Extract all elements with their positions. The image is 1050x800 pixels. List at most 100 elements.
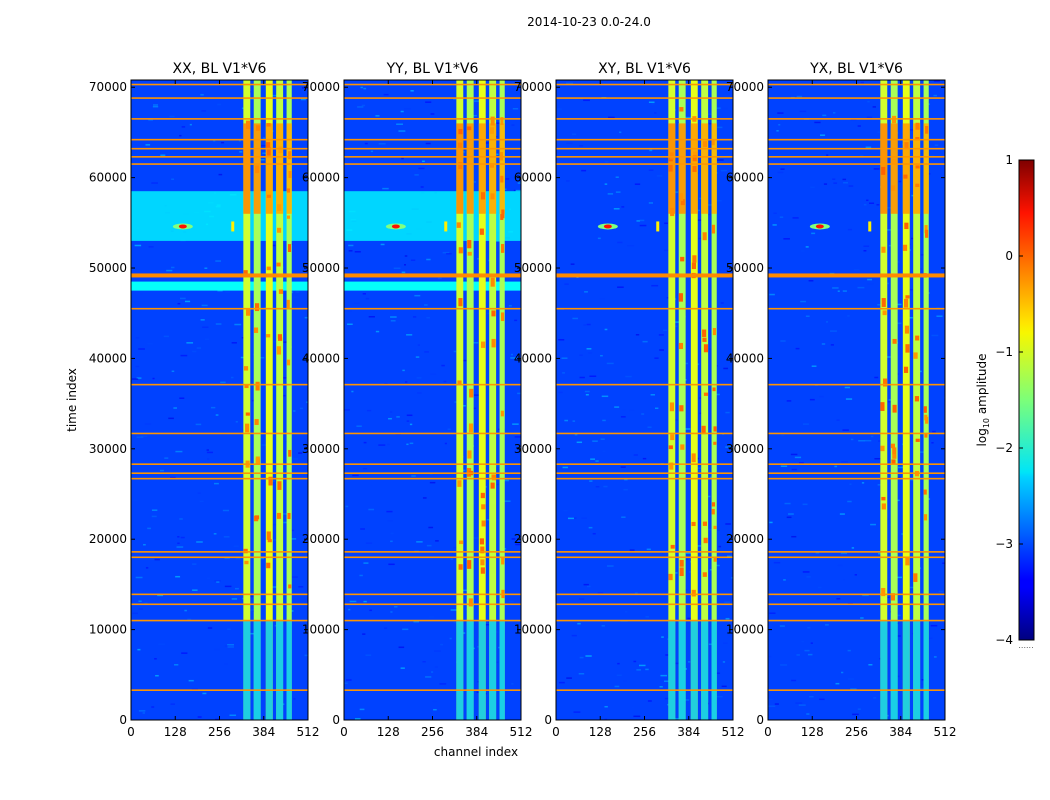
noise-speck (155, 674, 159, 677)
noise-speck (635, 334, 640, 336)
noise-speck (592, 440, 598, 442)
noise-speck (722, 661, 726, 663)
noise-speck (196, 541, 203, 543)
rfi-patch (711, 502, 716, 507)
noise-speck (163, 335, 169, 338)
rfi-patch (254, 515, 260, 520)
rfi-patch (457, 480, 462, 487)
rfi-time-line (131, 138, 308, 141)
rfi-band-high (890, 123, 898, 214)
noise-speck (375, 330, 380, 333)
noise-speck (661, 636, 664, 638)
noise-speck (202, 692, 207, 695)
noise-speck (830, 330, 837, 332)
rfi-patch (458, 162, 463, 170)
rfi-patch (669, 462, 674, 470)
rfi-patch (480, 567, 485, 574)
rfi-time-line (768, 689, 945, 691)
rfi-patch (467, 560, 472, 569)
rfi-patch (479, 538, 484, 545)
noise-speck (716, 159, 724, 161)
rfi-time-line (131, 551, 308, 553)
noise-speck (181, 126, 186, 128)
rfi-patch (713, 525, 717, 530)
noise-speck (473, 114, 477, 117)
noise-speck (514, 436, 521, 438)
noise-speck (852, 713, 859, 716)
noise-speck (440, 643, 443, 646)
rfi-patch (480, 559, 485, 566)
noise-speck (869, 226, 876, 228)
rfi-band (253, 80, 261, 720)
noise-speck (137, 648, 141, 651)
rfi-band-low (265, 620, 273, 720)
noise-speck (293, 698, 296, 700)
noise-speck (725, 446, 732, 448)
noise-speck (842, 178, 847, 181)
rfi-patch (277, 481, 282, 490)
rfi-band (923, 80, 929, 720)
noise-speck (148, 119, 153, 121)
noise-speck (147, 527, 151, 530)
noise-speck (585, 393, 589, 396)
noise-speck (404, 381, 408, 383)
noise-speck (811, 365, 817, 367)
rfi-band-high (489, 123, 497, 214)
noise-speck (250, 98, 255, 100)
noise-speck (858, 440, 866, 442)
y-tick-label: 10000 (89, 623, 127, 637)
rfi-patch (678, 293, 683, 302)
noise-speck (215, 414, 219, 416)
noise-speck (647, 700, 652, 702)
rfi-patch (268, 476, 273, 486)
rfi-patch (703, 537, 708, 544)
noise-speck (654, 407, 659, 410)
x-tick-label: 512 (510, 725, 533, 739)
noise-speck (302, 375, 308, 377)
rfi-time-line (556, 138, 733, 141)
noise-speck (151, 706, 155, 708)
noise-speck (422, 660, 426, 663)
rfi-band (243, 80, 251, 720)
rfi-band-high (466, 123, 474, 214)
rfi-time-line (556, 593, 733, 596)
noise-speck (250, 632, 257, 635)
noise-speck (634, 592, 638, 594)
noise-speck (647, 426, 652, 429)
noise-speck (720, 302, 724, 304)
noise-speck (623, 680, 627, 682)
rfi-time-line (768, 83, 945, 86)
noise-speck (410, 90, 414, 92)
noise-speck (428, 616, 435, 618)
rfi-band (668, 80, 676, 720)
rfi-patch (881, 298, 886, 307)
noise-speck (619, 131, 622, 134)
noise-speck (777, 112, 784, 114)
y-tick-label: 20000 (726, 532, 764, 546)
rfi-time-line (344, 383, 521, 386)
rfi-patch (490, 482, 495, 489)
noise-speck (617, 286, 624, 288)
noise-speck (796, 95, 803, 98)
noise-speck (214, 580, 221, 582)
rfi-time-line (131, 463, 308, 465)
noise-speck (180, 536, 185, 539)
rfi-band (276, 80, 284, 720)
rfi-time-line (556, 556, 733, 559)
rfi-band (690, 80, 698, 720)
noise-speck (597, 237, 601, 240)
noise-speck (344, 682, 348, 684)
noise-speck (865, 146, 872, 149)
noise-speck (179, 518, 183, 520)
rfi-time-line (344, 83, 521, 86)
noise-speck (844, 316, 848, 319)
rfi-patch (679, 567, 684, 577)
rfi-patch (501, 556, 505, 565)
y-tick-label: 0 (544, 713, 552, 727)
noise-speck (716, 695, 723, 698)
source-core (391, 224, 400, 229)
noise-speck (847, 500, 852, 503)
rfi-patch (467, 126, 472, 131)
noise-speck (345, 505, 349, 508)
rfi-patch (925, 125, 929, 134)
